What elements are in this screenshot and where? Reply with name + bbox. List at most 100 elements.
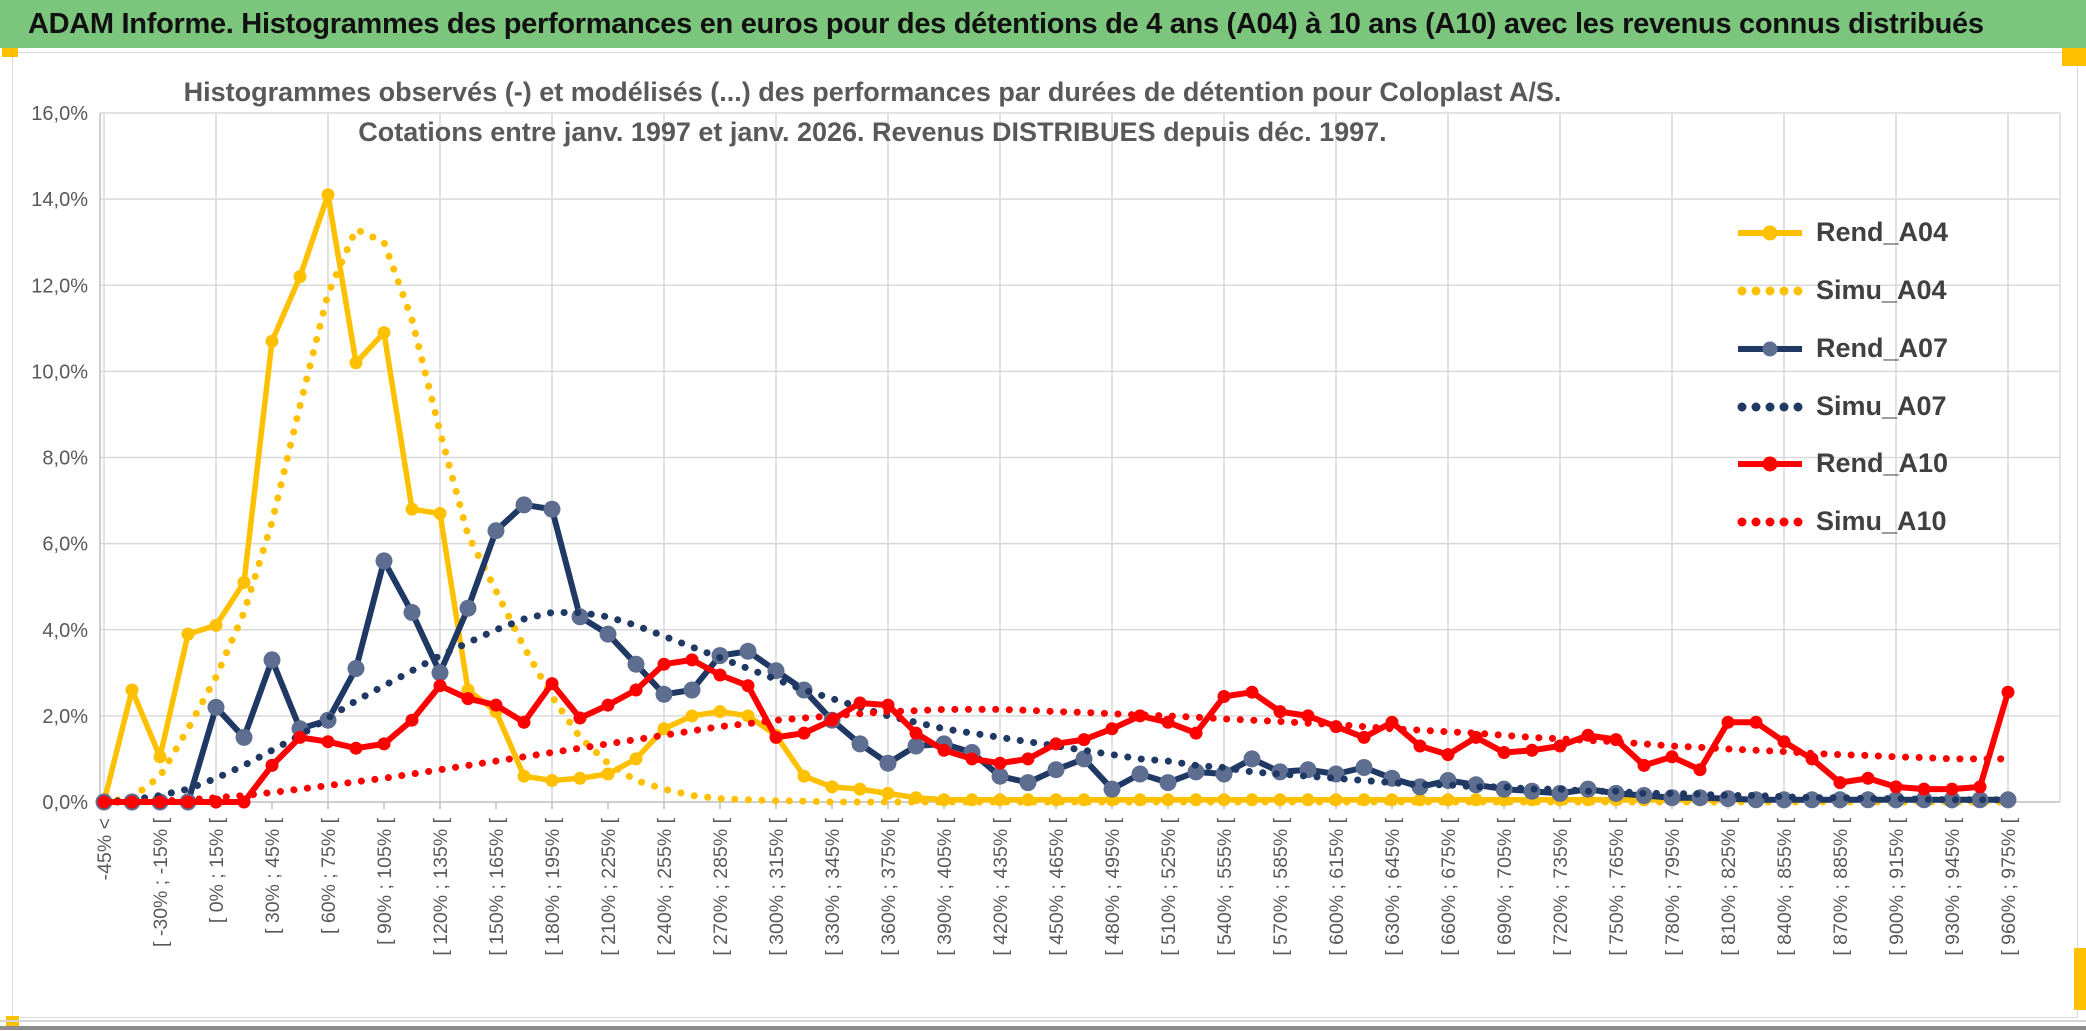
- series-marker-Rend_A04: [881, 786, 895, 800]
- series-marker-Rend_A10: [741, 679, 755, 693]
- title-bar: ADAM Informe. Histogrammes des performan…: [0, 0, 2086, 48]
- legend-dot: [1751, 286, 1761, 295]
- series-marker-Rend_A10: [433, 679, 447, 693]
- series-marker-Rend_A10: [769, 730, 783, 744]
- series-marker-Rend_A10: [2001, 685, 2015, 699]
- legend-dot: [1765, 517, 1775, 526]
- legend-dot: [1737, 517, 1747, 526]
- x-axis-tick-label: -45% <: [94, 818, 116, 880]
- x-axis-tick-label: [ 420% ; 435% [: [990, 817, 1012, 955]
- series-marker-Rend_A04: [153, 750, 167, 764]
- series-marker-Rend_A10: [1021, 752, 1035, 766]
- accent-top-left: [2, 48, 18, 57]
- x-axis-tick-label: [ 630% ; 645% [: [1382, 817, 1404, 955]
- series-marker-Rend_A07: [515, 496, 533, 514]
- series-marker-Rend_A10: [1497, 746, 1511, 759]
- series-line-Simu_A04: [100, 224, 2012, 806]
- series-marker-Rend_A10: [489, 698, 503, 712]
- y-axis-tick-label: 2,0%: [42, 706, 88, 728]
- legend-item-Rend_A07[interactable]: Rend_A07: [1736, 333, 1948, 364]
- series-marker-Rend_A07: [207, 698, 225, 716]
- legend-marker: [1762, 341, 1778, 356]
- series-marker-Rend_A07: [487, 522, 505, 540]
- accent-bottom-left: [6, 1016, 19, 1028]
- x-axis-tick-label: [ 540% ; 555% [: [1214, 817, 1236, 955]
- legend-dot: [1751, 517, 1761, 526]
- series-marker-Rend_A10: [685, 653, 699, 667]
- series-marker-Rend_A10: [461, 692, 475, 706]
- legend-item-Rend_A04[interactable]: Rend_A04: [1736, 217, 1948, 248]
- x-axis-tick-label: [ 30% ; 45% [: [262, 817, 284, 934]
- legend-item-Simu_A10[interactable]: Simu_A10: [1736, 506, 1947, 537]
- y-axis-tick-label: 10,0%: [31, 361, 88, 383]
- series-marker-Rend_A07: [375, 552, 393, 570]
- x-axis-tick-label: [ 600% ; 615% [: [1326, 817, 1348, 955]
- series-marker-Rend_A04: [405, 502, 419, 516]
- x-axis-tick-label: [ 240% ; 255% [: [654, 817, 676, 955]
- series-marker-Rend_A10: [1749, 715, 1763, 729]
- series-marker-Rend_A07: [1019, 774, 1037, 792]
- legend-dot: [1779, 402, 1789, 411]
- series-marker-Rend_A07: [1047, 761, 1065, 779]
- series-marker-Rend_A07: [907, 737, 925, 755]
- x-axis-tick-label: [ 750% ; 765% [: [1606, 817, 1628, 955]
- series-line-Simu_A10: [100, 705, 2012, 806]
- legend-label-Simu_A10: Simu_A10: [1816, 506, 1947, 536]
- legend-label-Simu_A04: Simu_A04: [1816, 275, 1947, 305]
- series-marker-Rend_A07: [1075, 750, 1093, 768]
- series-marker-Rend_A10: [349, 741, 363, 755]
- legend-dot: [1793, 517, 1803, 526]
- y-axis-tick-label: 8,0%: [42, 448, 88, 470]
- series-marker-Rend_A07: [1131, 765, 1149, 783]
- legend-swatch-Rend_A04: [1738, 225, 1802, 240]
- bottom-edge: [0, 1026, 2086, 1030]
- x-axis-tick-label: [ 0% ; 15% [: [206, 817, 228, 923]
- series-marker-Rend_A10: [965, 752, 979, 766]
- series-marker-Rend_A04: [1469, 793, 1483, 807]
- y-axis-tick-label: 4,0%: [42, 620, 88, 642]
- series-marker-Rend_A07: [683, 681, 701, 699]
- x-axis-tick-label: [ 90% ; 105% [: [374, 817, 396, 944]
- x-axis-tick-label: [ 660% ; 675% [: [1438, 817, 1460, 955]
- series-marker-Rend_A07: [1999, 791, 2017, 809]
- series-marker-Rend_A04: [237, 575, 251, 589]
- x-axis-tick-label: [ 480% ; 495% [: [1102, 817, 1124, 955]
- series-marker-Rend_A10: [377, 737, 391, 751]
- series-marker-Rend_A04: [125, 683, 139, 697]
- y-axis-tick-label: 12,0%: [31, 275, 88, 297]
- series-marker-Rend_A07: [1243, 750, 1261, 768]
- chart-title: Histogrammes observés (-) et modélisés (…: [100, 72, 1645, 152]
- series-marker-Rend_A10: [1553, 739, 1567, 753]
- series-marker-Rend_A10: [909, 726, 923, 740]
- series-marker-Rend_A07: [543, 500, 561, 518]
- series-marker-Rend_A10: [265, 758, 279, 772]
- series-marker-Rend_A04: [993, 793, 1007, 807]
- series-marker-Rend_A10: [1189, 726, 1203, 740]
- x-axis-tick-label: [ 840% ; 855% [: [1774, 817, 1796, 955]
- legend-swatch-Simu_A10: [1737, 517, 1803, 526]
- series-marker-Rend_A04: [377, 326, 391, 340]
- x-axis-tick-label: [ 120% ; 135% [: [430, 817, 452, 955]
- series-marker-Rend_A04: [293, 270, 307, 284]
- series-marker-Rend_A04: [349, 356, 363, 370]
- legend-dot: [1765, 402, 1775, 411]
- series-marker-Rend_A04: [573, 771, 587, 785]
- legend-item-Rend_A10[interactable]: Rend_A10: [1736, 448, 1948, 479]
- legend-dot: [1737, 286, 1747, 295]
- series-marker-Rend_A04: [825, 780, 839, 794]
- x-axis-tick-label: [ 210% ; 225% [: [598, 817, 620, 955]
- legend-marker: [1762, 225, 1778, 240]
- x-axis-tick-label: [ 270% ; 285% [: [710, 817, 732, 955]
- x-axis-tick-label: [ 720% ; 735% [: [1550, 817, 1572, 955]
- series-marker-Rend_A10: [1665, 750, 1679, 764]
- legend-item-Simu_A07[interactable]: Simu_A07: [1736, 391, 1947, 422]
- series-marker-Rend_A07: [627, 655, 645, 673]
- series-marker-Rend_A10: [1049, 737, 1063, 751]
- x-axis-tick-label: [ 960% ; 975% [: [1998, 817, 2020, 955]
- series-marker-Rend_A10: [1833, 776, 1847, 790]
- series-marker-Rend_A10: [713, 668, 727, 682]
- legend-item-Simu_A04[interactable]: Simu_A04: [1736, 275, 1947, 306]
- series-marker-Rend_A10: [293, 730, 307, 744]
- series-marker-Rend_A10: [1217, 690, 1231, 703]
